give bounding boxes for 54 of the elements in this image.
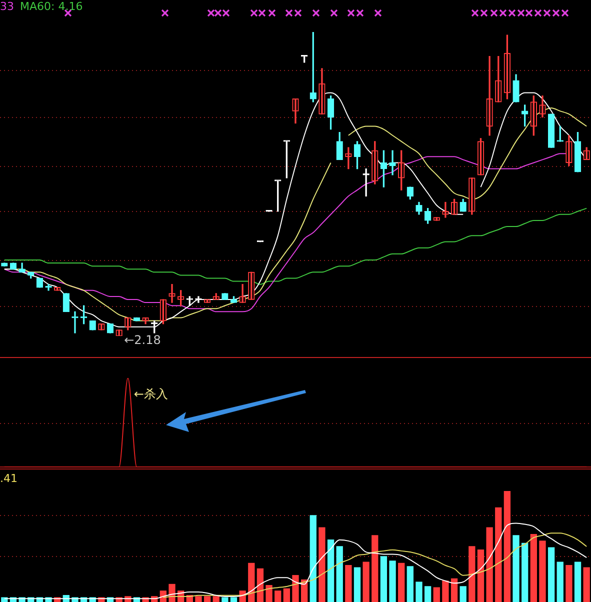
bar [433, 587, 440, 602]
candlestick [186, 296, 193, 306]
bar [556, 562, 564, 602]
bar [354, 567, 361, 602]
bar [486, 527, 493, 602]
annotation: ←杀入 [134, 387, 168, 401]
bar [442, 580, 449, 602]
bar [283, 588, 290, 602]
bar [389, 560, 396, 602]
bar [566, 565, 572, 602]
bar [504, 491, 511, 602]
annotation: ←2.18 [124, 333, 161, 347]
bar [398, 562, 405, 602]
bar [195, 596, 202, 602]
bar [318, 527, 326, 602]
bar [539, 540, 546, 602]
bar [1, 597, 8, 602]
candlestick [283, 140, 290, 178]
bar [292, 575, 299, 602]
bar [424, 586, 432, 602]
bar [512, 535, 520, 602]
bar [583, 567, 590, 602]
bar [274, 590, 282, 602]
candlestick [195, 296, 202, 303]
bar [310, 515, 316, 602]
bar [345, 565, 352, 602]
bar [327, 540, 334, 602]
bar [212, 596, 220, 602]
bar [230, 597, 238, 602]
bar [495, 507, 502, 602]
candlestick [274, 180, 282, 212]
bar [468, 546, 476, 602]
bar [530, 534, 537, 602]
bar [416, 582, 422, 602]
bar [406, 566, 414, 602]
candlestick [556, 126, 564, 142]
text: 33 [0, 0, 14, 13]
bar [204, 596, 211, 602]
bar [362, 562, 370, 602]
bar [222, 597, 228, 602]
bar [266, 585, 272, 602]
bar [450, 578, 458, 602]
bar [248, 562, 255, 602]
text: .41 [0, 472, 18, 485]
bar [477, 550, 484, 602]
bar [548, 547, 555, 602]
bar [380, 556, 388, 602]
text: MA60: 4.16 [20, 0, 83, 13]
bar [460, 586, 466, 602]
bar [336, 546, 343, 602]
bar [522, 542, 528, 602]
bar [372, 535, 378, 602]
bar [574, 562, 582, 602]
bar [256, 568, 264, 602]
